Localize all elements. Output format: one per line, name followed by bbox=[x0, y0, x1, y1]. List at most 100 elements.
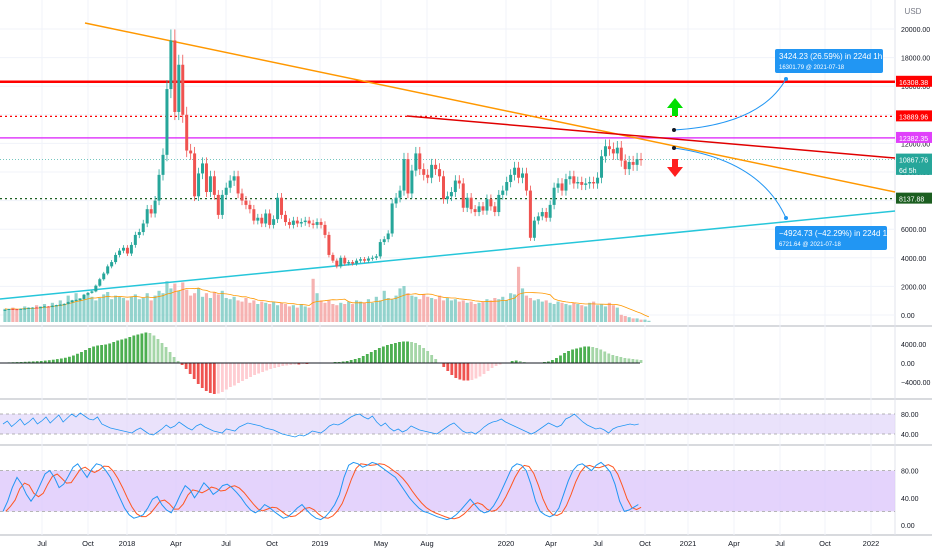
volume-bar bbox=[161, 293, 165, 322]
candle bbox=[35, 307, 39, 309]
volume-bar bbox=[473, 304, 477, 322]
macd-bar bbox=[84, 350, 87, 363]
macd-bar bbox=[369, 352, 373, 363]
candle bbox=[398, 190, 402, 198]
candle bbox=[611, 149, 615, 154]
volume-bar bbox=[232, 296, 236, 322]
candle bbox=[11, 308, 15, 310]
candle bbox=[521, 173, 525, 178]
time-tick: Jul bbox=[37, 539, 47, 548]
candle bbox=[327, 234, 331, 255]
macd-bar bbox=[414, 343, 417, 363]
macd-bar bbox=[627, 358, 631, 363]
volume-bar bbox=[3, 308, 7, 322]
candle bbox=[426, 174, 430, 178]
price-label: 13889.96 bbox=[896, 110, 932, 122]
time-tick: Oct bbox=[639, 539, 652, 548]
volume-bar bbox=[370, 302, 374, 322]
macd-bar bbox=[551, 360, 554, 363]
candle bbox=[576, 182, 580, 184]
price-label-text: 8137.88 bbox=[899, 197, 924, 204]
time-tick: Oct bbox=[266, 539, 279, 548]
volume-bar bbox=[268, 304, 272, 322]
macd-bar bbox=[196, 363, 200, 384]
price-label-text: 6d 5h bbox=[899, 168, 917, 175]
macd-bar bbox=[35, 361, 39, 363]
volume-bar bbox=[485, 299, 489, 322]
macd-bar bbox=[563, 353, 566, 363]
volume-bar bbox=[548, 302, 552, 322]
volume-bar bbox=[114, 295, 118, 322]
volume-bar bbox=[117, 296, 122, 322]
candle bbox=[493, 206, 497, 213]
projection-end-down bbox=[784, 216, 788, 220]
arrow-up-icon bbox=[667, 98, 683, 116]
price-tick: 20000.00 bbox=[901, 27, 930, 34]
volume-bar bbox=[31, 308, 35, 322]
candle bbox=[295, 220, 299, 224]
time-tick: 2018 bbox=[119, 539, 136, 548]
macd-bar bbox=[466, 363, 470, 381]
time-tick: Oct bbox=[82, 539, 95, 548]
candle bbox=[592, 182, 596, 184]
macd-bar bbox=[140, 333, 144, 363]
candle bbox=[276, 197, 280, 220]
macd-bar bbox=[410, 342, 413, 363]
macd-bar bbox=[269, 363, 273, 369]
macd-bar bbox=[281, 363, 285, 366]
candle bbox=[311, 223, 315, 225]
macd-tick: 0.00 bbox=[901, 361, 915, 368]
volume-bar bbox=[7, 310, 11, 322]
candle bbox=[121, 247, 125, 251]
macd-bar bbox=[514, 360, 518, 363]
candle bbox=[212, 176, 216, 195]
volume-bar bbox=[165, 281, 169, 322]
volume-bar bbox=[603, 306, 608, 322]
time-tick: 2022 bbox=[863, 539, 880, 548]
time-tick: Jul bbox=[593, 539, 603, 548]
macd-bar bbox=[59, 358, 63, 363]
macd-bar bbox=[631, 359, 635, 363]
candle bbox=[524, 173, 528, 191]
macd-bar bbox=[277, 363, 281, 367]
candle bbox=[161, 154, 165, 175]
candle bbox=[351, 262, 355, 264]
macd-bar bbox=[220, 363, 224, 392]
macd-bar bbox=[208, 363, 212, 393]
volume-bar bbox=[532, 300, 536, 322]
volume-bar bbox=[607, 302, 611, 322]
candle bbox=[272, 219, 276, 225]
macd-tick: 4000.00 bbox=[901, 342, 926, 349]
macd-bar bbox=[390, 344, 393, 363]
macd-bar bbox=[559, 355, 562, 363]
macd-bar bbox=[381, 346, 385, 363]
macd-bar bbox=[200, 363, 204, 388]
projection-anchor-down bbox=[672, 146, 676, 150]
candle bbox=[639, 159, 643, 161]
candle bbox=[114, 254, 118, 263]
macd-bar bbox=[39, 361, 43, 363]
projection-box-down-bg bbox=[775, 226, 887, 250]
candle bbox=[453, 180, 457, 193]
volume-bar bbox=[169, 288, 173, 322]
price-tick: 6000.00 bbox=[901, 227, 926, 234]
macd-bar bbox=[112, 342, 116, 363]
volume-bar bbox=[469, 301, 473, 322]
candle bbox=[339, 257, 343, 267]
macd-bar bbox=[261, 363, 265, 372]
candle bbox=[106, 266, 110, 274]
volume-bar bbox=[38, 306, 43, 322]
macd-bar bbox=[144, 332, 148, 363]
volume-bar bbox=[453, 299, 457, 322]
price-label: 12382.35 bbox=[896, 131, 932, 143]
volume-bar bbox=[355, 300, 359, 322]
macd-bar bbox=[607, 353, 611, 363]
macd-bar bbox=[353, 359, 357, 363]
volume-bar bbox=[461, 300, 465, 322]
candle bbox=[528, 190, 532, 238]
price-tick: 18000.00 bbox=[901, 56, 930, 63]
volume-bar bbox=[552, 304, 556, 322]
volume-bar bbox=[398, 288, 402, 322]
volume-bar bbox=[351, 304, 355, 322]
